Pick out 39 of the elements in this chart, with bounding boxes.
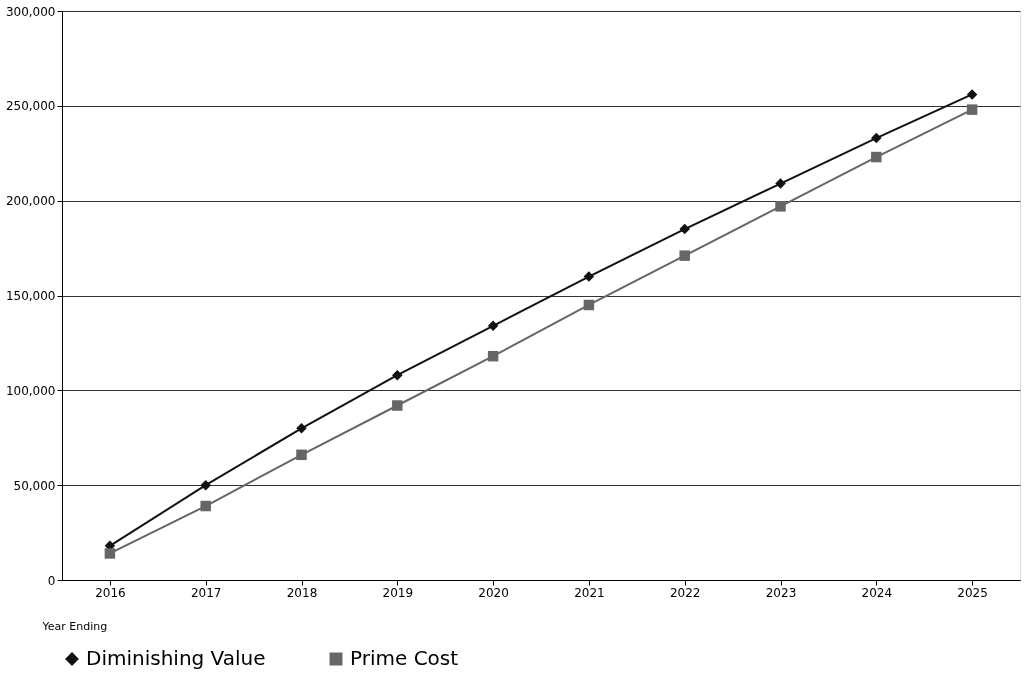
y-tick-label: 0 [47, 573, 56, 588]
x-tick-label: 2020 [478, 585, 509, 600]
x-axis-title: Year Ending [41, 619, 108, 633]
point [583, 299, 595, 311]
y-tick-label: 250,000 [5, 99, 56, 114]
point [392, 400, 403, 411]
x-tick-label: 2024 [861, 585, 893, 600]
y-tick-label: 200,000 [5, 194, 56, 209]
point [966, 104, 978, 115]
point [296, 449, 307, 461]
point [775, 178, 786, 189]
point [871, 132, 882, 144]
y-tick-label: 150,000 [5, 289, 56, 303]
legend-label: Prime Cost [350, 646, 459, 670]
legend-label: Diminishing Value [86, 646, 266, 670]
x-tick-label: 2021 [574, 585, 605, 600]
x-tick-label: 2019 [382, 585, 414, 600]
y-tick-label: 50,000 [13, 478, 56, 493]
x-tick-label: 2017 [190, 585, 222, 600]
x-tick-label: 2022 [669, 585, 701, 600]
point [775, 201, 786, 212]
point [296, 423, 307, 434]
point [200, 479, 211, 491]
point [871, 151, 882, 163]
point [487, 350, 499, 362]
point [392, 369, 403, 381]
y-tick-label: 100,000 [5, 383, 56, 398]
y-tick-label: 300,000 [5, 4, 56, 19]
point [104, 548, 116, 559]
point [966, 89, 978, 100]
point [200, 500, 211, 512]
point [583, 271, 595, 282]
x-tick-label: 2023 [765, 585, 797, 600]
point [487, 320, 499, 332]
x-tick-label: 2016 [95, 585, 126, 600]
x-tick-label: 2018 [286, 585, 318, 600]
point [679, 223, 690, 235]
point [679, 250, 690, 261]
x-tick-label: 2025 [957, 585, 988, 600]
